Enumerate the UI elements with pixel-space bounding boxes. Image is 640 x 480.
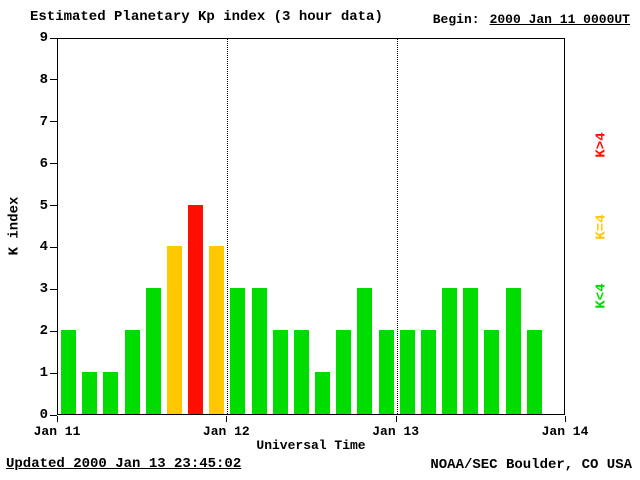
y-tick xyxy=(50,205,57,207)
kp-bar xyxy=(82,372,98,414)
kp-bar xyxy=(103,372,119,414)
y-tick-label: 0 xyxy=(39,407,48,423)
y-axis-title: K index xyxy=(6,196,22,256)
kp-bar xyxy=(209,246,225,414)
y-tick xyxy=(50,330,57,332)
kp-bar xyxy=(378,330,394,414)
y-axis-title-box: K index xyxy=(0,166,28,286)
kp-bar xyxy=(336,330,352,414)
y-tick-label: 6 xyxy=(39,155,48,172)
begin-value: 2000 Jan 11 0000UT xyxy=(489,12,630,27)
legend-label: K<4 xyxy=(594,283,610,309)
kp-bar xyxy=(505,288,521,414)
kp-bar xyxy=(357,288,373,414)
kp-bar xyxy=(399,330,415,414)
kp-bar xyxy=(251,288,267,414)
kp-bar xyxy=(61,330,77,414)
kp-bar xyxy=(188,204,204,414)
begin-label: Begin: xyxy=(432,12,480,27)
x-tick xyxy=(565,416,566,422)
y-tick-label: 5 xyxy=(39,197,48,214)
begin-timestamp: Begin: 2000 Jan 11 0000UT xyxy=(433,12,630,27)
legend-entry: K>4 xyxy=(584,115,620,175)
y-tick-label: 2 xyxy=(39,323,48,340)
kp-bar xyxy=(442,288,458,414)
y-tick-label: 8 xyxy=(39,71,48,88)
x-tick xyxy=(226,416,228,422)
kp-bar xyxy=(420,330,436,414)
x-tick xyxy=(57,416,58,422)
kp-bar xyxy=(272,330,288,414)
x-tick-label: Jan 14 xyxy=(541,424,589,439)
y-tick-label: 3 xyxy=(39,281,48,298)
kp-bar xyxy=(145,288,161,414)
kp-bar xyxy=(124,330,140,414)
legend-label: K=4 xyxy=(594,214,610,240)
source-credit: NOAA/SEC Boulder, CO USA xyxy=(430,457,632,473)
updated-timestamp: Updated 2000 Jan 13 23:45:02 xyxy=(6,456,242,472)
day-boundary-line xyxy=(396,39,398,414)
y-tick-label: 4 xyxy=(39,239,48,256)
chart-title: Estimated Planetary Kp index (3 hour dat… xyxy=(30,9,383,25)
kp-bar xyxy=(526,330,542,414)
x-axis-title: Universal Time xyxy=(256,438,366,453)
legend-entry: K<4 xyxy=(584,266,620,326)
kp-bar xyxy=(293,330,309,414)
kp-bar xyxy=(463,288,479,414)
y-tick xyxy=(50,121,57,123)
y-tick xyxy=(50,79,57,81)
kp-bar xyxy=(230,288,246,414)
x-tick-label: Jan 12 xyxy=(202,424,250,439)
x-tick-label: Jan 13 xyxy=(372,424,420,439)
y-tick-label: 1 xyxy=(39,365,48,382)
kp-bar xyxy=(315,372,331,414)
y-tick xyxy=(50,163,57,165)
y-tick xyxy=(50,414,57,416)
y-tick-label: 9 xyxy=(39,30,48,46)
y-tick-label: 7 xyxy=(39,113,48,130)
plot-area xyxy=(57,38,565,415)
y-tick xyxy=(50,372,57,374)
day-boundary-line xyxy=(227,39,229,414)
legend-label: K>4 xyxy=(594,132,610,158)
kp-bar xyxy=(166,246,182,414)
kp-bar xyxy=(484,330,500,414)
x-tick xyxy=(395,416,397,422)
legend-entry: K=4 xyxy=(584,197,620,257)
y-tick xyxy=(50,246,57,248)
x-tick-label: Jan 11 xyxy=(33,424,81,439)
y-tick xyxy=(50,37,57,39)
y-tick xyxy=(50,288,57,290)
